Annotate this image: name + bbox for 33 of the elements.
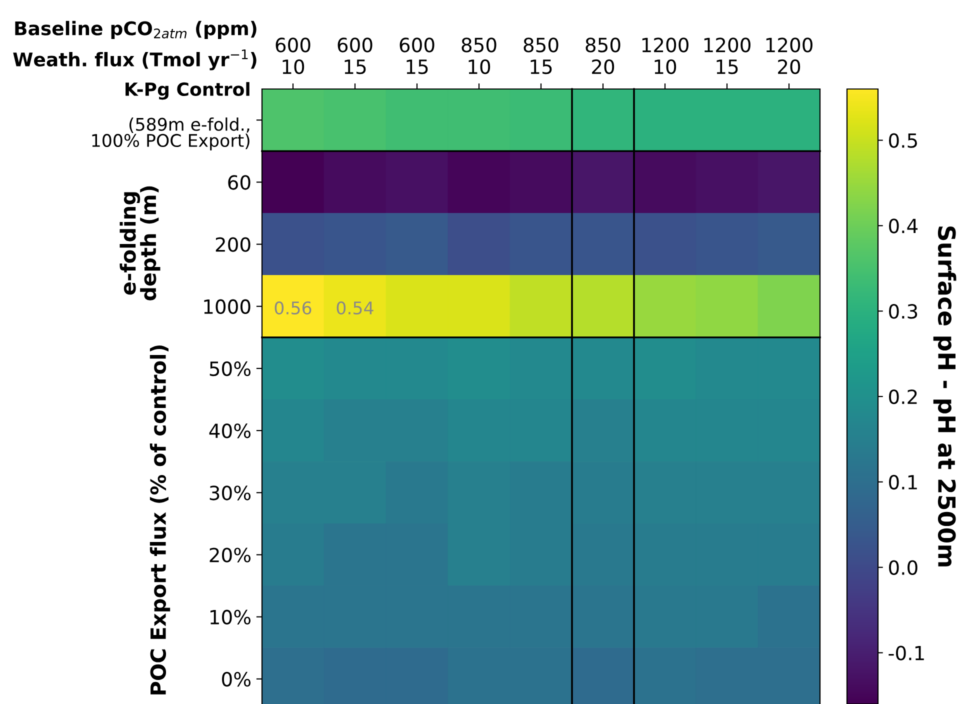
- color-bar-label: 0.4: [889, 218, 918, 234]
- y-tick-label: 40%: [209, 424, 251, 438]
- color-bar-label: 0.5: [889, 133, 917, 148]
- text: POC Export flux (% of control): [150, 345, 170, 694]
- color-bar-label: 0.3: [889, 304, 918, 319]
- y-tick-label: K-Pg Control (589m e-fold., 100% POC Export): [92, 82, 250, 150]
- text: e-folding depth (m): [120, 186, 160, 300]
- color-bar-label: 0.1: [889, 474, 917, 490]
- y-tick-label: 200: [216, 237, 250, 252]
- x-tick-label: 600 15: [338, 38, 372, 74]
- y-tick-label: 30%: [210, 486, 251, 500]
- color-bar-label: -0.1: [888, 646, 924, 660]
- y-tick-label: 1000: [204, 299, 250, 314]
- data-label: 0.56: [274, 301, 312, 314]
- color-bar-label: 0.0: [889, 560, 918, 575]
- y-tick-label: 60: [228, 175, 250, 190]
- x-tick-label: 850 20: [586, 38, 620, 74]
- y-tick-label: 10%: [210, 610, 251, 625]
- color-bar-title: Surface pH - pH at 2500m: [933, 226, 956, 566]
- x-tick-label: 1200 10: [642, 38, 688, 74]
- text: Weath. flux (Tmol yr$^{−1}$): [13, 50, 256, 70]
- color-bar-label: 0.2: [889, 389, 917, 404]
- x-tick-label: 600 15: [400, 38, 434, 74]
- data-label: 0.54: [336, 301, 374, 314]
- y-tick-label: 20%: [210, 548, 251, 562]
- y-tick-label: 0%: [222, 672, 251, 687]
- y-tick-label: 50%: [210, 361, 251, 376]
- x-tick-label: 850 15: [524, 38, 558, 74]
- x-tick-label: 600 10: [276, 38, 310, 74]
- text: Baseline pCO$_{2atm}$ (ppm): [15, 20, 256, 40]
- x-tick-label: 1200 15: [704, 38, 750, 74]
- x-tick-label: 1200 20: [766, 38, 812, 74]
- x-tick-label: 850 10: [462, 38, 496, 74]
